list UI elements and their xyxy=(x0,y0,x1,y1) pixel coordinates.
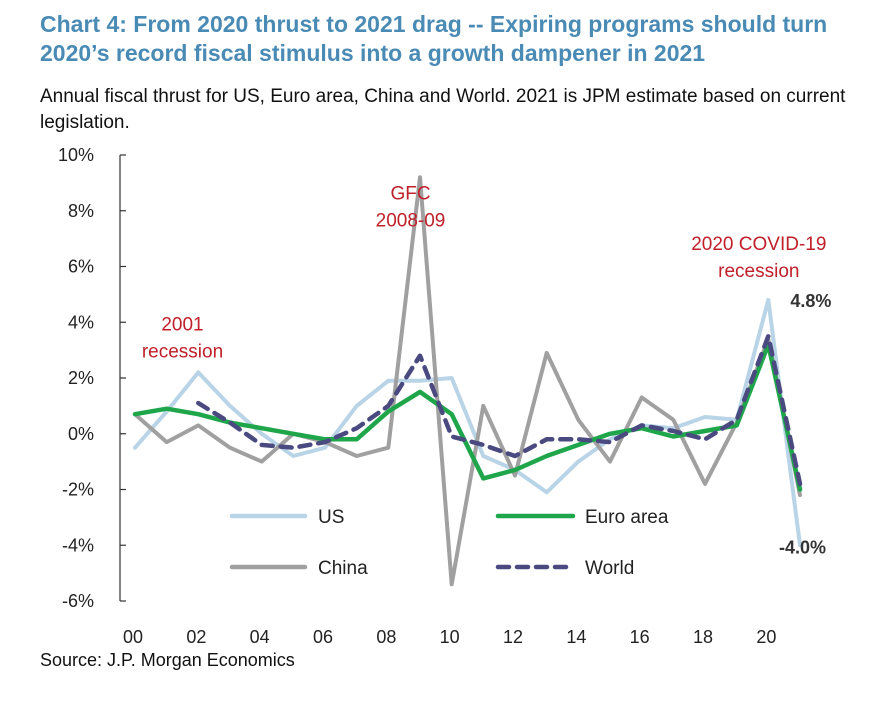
x-tick-label: 02 xyxy=(186,627,206,647)
end-value-label: -4.0% xyxy=(779,537,826,557)
y-tick-label: -4% xyxy=(62,535,94,555)
y-tick-label: -2% xyxy=(62,480,94,500)
legend-label-china: China xyxy=(318,558,368,579)
legend-label-us: US xyxy=(318,507,344,528)
y-tick-label: 4% xyxy=(68,312,94,332)
x-tick-label: 16 xyxy=(630,627,650,647)
source-note: Source: J.P. Morgan Economics xyxy=(40,650,295,670)
series-line-us xyxy=(133,297,802,548)
x-tick-label: 10 xyxy=(440,627,460,647)
end-value-label: 4.8% xyxy=(790,291,831,311)
x-tick-label: 18 xyxy=(693,627,713,647)
y-tick-label: 0% xyxy=(68,424,94,444)
series-line-china xyxy=(133,175,802,587)
x-tick-label: 04 xyxy=(250,627,270,647)
y-tick-label: 2% xyxy=(68,368,94,388)
legend-label-euro-area: Euro area xyxy=(585,507,669,528)
x-tick-label: 12 xyxy=(503,627,523,647)
series-line-world xyxy=(196,333,803,487)
y-tick-label: 10% xyxy=(58,145,94,165)
y-tick-label: 8% xyxy=(68,201,94,221)
x-tick-label: 06 xyxy=(313,627,333,647)
annotation-gfc: GFC 2008-09 xyxy=(376,184,446,232)
x-tick-label: 00 xyxy=(123,627,143,647)
x-tick-label: 20 xyxy=(756,627,776,647)
annotation-2001-recession: 2001 recession xyxy=(142,315,223,363)
chart-subtitle: Annual fiscal thrust for US, Euro area, … xyxy=(40,86,846,133)
chart-title: Chart 4: From 2020 thrust to 2021 drag -… xyxy=(40,11,828,66)
x-tick-label: 08 xyxy=(376,627,396,647)
x-tick-label: 14 xyxy=(566,627,586,647)
y-tick-label: 6% xyxy=(68,257,94,277)
annotation-covid-recession: 2020 COVID-19 recession xyxy=(691,234,826,282)
y-tick-label: -6% xyxy=(62,591,94,611)
legend-label-world: World xyxy=(585,558,634,579)
